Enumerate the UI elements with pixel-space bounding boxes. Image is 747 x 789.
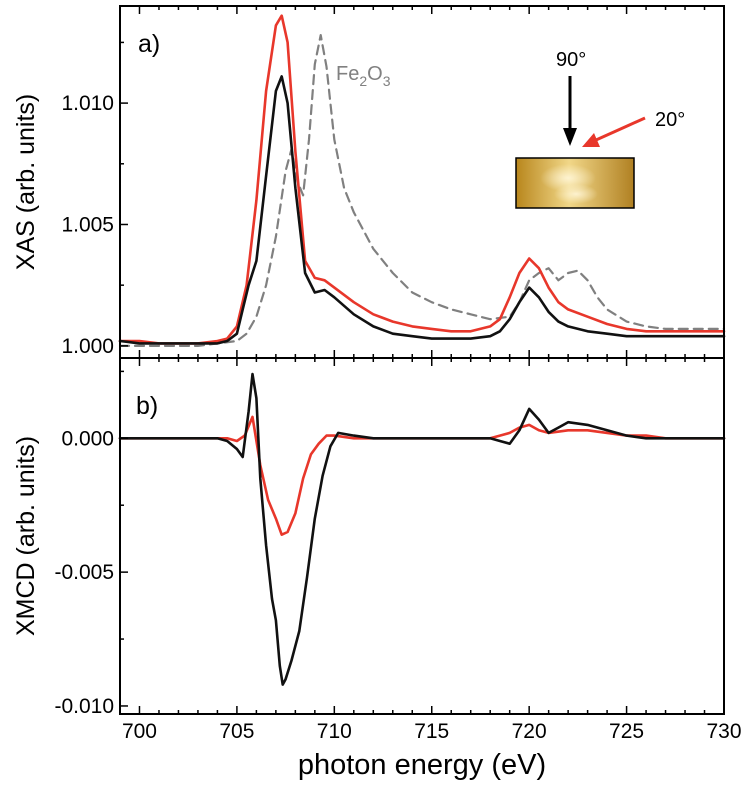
geometry-inset: 90° 20° bbox=[515, 49, 685, 209]
x-axis-label: photon energy (eV) bbox=[298, 749, 546, 781]
x-tick-label: 715 bbox=[414, 720, 449, 743]
x-tick-label: 725 bbox=[609, 720, 644, 743]
panel-b-label: b) bbox=[136, 392, 158, 420]
series-line-fe2o3 bbox=[118, 34, 726, 347]
panel-a: 1.000 1.005 1.010 a) XAS (arb. units) Fe2O… bbox=[12, 5, 726, 359]
panel-b: 0.000 -0.005 -0.010 700 705 710 715 720 725 730 b… bbox=[12, 357, 742, 781]
y-tick-label: 1.010 bbox=[61, 92, 114, 115]
arrow-20-icon bbox=[582, 116, 646, 147]
panel-a-label: a) bbox=[138, 30, 160, 58]
y-tick-label: -0.005 bbox=[54, 561, 114, 584]
y-tick-label: 1.005 bbox=[61, 213, 114, 236]
xmcd-y-axis-label: XMCD (arb. units) bbox=[12, 436, 40, 636]
y-tick-label: 1.000 bbox=[61, 335, 114, 358]
series-line-20- bbox=[118, 14, 726, 345]
series-line-20- bbox=[118, 415, 726, 536]
series-line-90- bbox=[118, 75, 726, 345]
x-tick-label: 720 bbox=[512, 720, 547, 743]
y-tick-label: 0.000 bbox=[61, 427, 114, 450]
x-tick-label: 705 bbox=[219, 720, 254, 743]
arrow-90-icon bbox=[563, 76, 577, 146]
y-tick-label: -0.010 bbox=[54, 695, 114, 718]
angle-90-label: 90° bbox=[556, 49, 586, 71]
fe2o3-label: Fe2O3 bbox=[336, 63, 391, 89]
xas-y-axis-label: XAS (arb. units) bbox=[12, 94, 40, 270]
sample-reflection bbox=[554, 184, 598, 204]
angle-20-label: 20° bbox=[655, 109, 685, 131]
panel-b-curves bbox=[118, 372, 726, 686]
panel-b-frame bbox=[119, 357, 725, 715]
panel-b-ticks: 0.000 -0.005 -0.010 700 705 710 715 720 725 730 bbox=[54, 358, 742, 743]
x-tick-label: 700 bbox=[122, 720, 157, 743]
x-tick-label: 710 bbox=[317, 720, 352, 743]
panel-a-curves bbox=[118, 14, 726, 347]
series-line-90- bbox=[118, 372, 726, 686]
panel-a-ticks: 1.000 1.005 1.010 bbox=[61, 6, 725, 358]
x-tick-label: 730 bbox=[706, 720, 741, 743]
